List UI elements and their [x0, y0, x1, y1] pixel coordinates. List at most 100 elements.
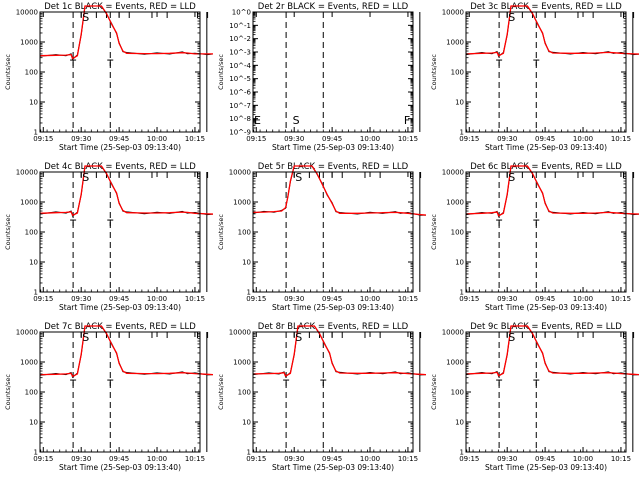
x-tick-label: 10:15: [611, 135, 631, 143]
x-axis-label: Start Time (25-Sep-03 09:13:40): [59, 303, 181, 312]
chart-title: Det 7c BLACK = Events, RED = LLD: [44, 322, 196, 332]
chart-det-7: Det 7c BLACK = Events, RED = LLD 1 10 100 10…: [4, 322, 213, 472]
y-axis-label: Counts/sec: [4, 214, 12, 250]
marker-label: S: [82, 331, 89, 344]
y-tick-label: 10^-1: [229, 22, 251, 30]
x-axis-label: Start Time (25-Sep-03 09:13:40): [59, 463, 181, 472]
y-tick-label: 10^-5: [229, 75, 251, 83]
y-tick-label: 1: [34, 289, 38, 297]
y-tick-label: 10: [242, 419, 251, 427]
series-lld: [465, 165, 639, 217]
marker-label: E: [254, 114, 261, 127]
x-tick-label: 09:30: [284, 455, 304, 463]
y-tick-label: 100: [238, 389, 251, 397]
y-tick-label: 1: [460, 289, 464, 297]
y-tick-label: 10: [455, 99, 464, 107]
y-tick-label: 10000: [16, 9, 38, 17]
panel-det-2: Det 2r BLACK = Events, RED = LLD 10^-9 10^…: [213, 0, 426, 160]
panel-det-6: Det 6c BLACK = Events, RED = LLD 1 10 100 10…: [426, 160, 639, 320]
chart-det-5: Det 5r BLACK = Events, RED = LLD 1 10 100 10…: [217, 162, 426, 312]
x-tick-label: 10:15: [185, 135, 205, 143]
x-tick-label: 09:45: [109, 455, 129, 463]
marker-label: F: [404, 114, 410, 127]
y-axis-label: Counts/sec: [217, 214, 225, 250]
x-tick-label: 09:15: [459, 135, 479, 143]
y-tick-label: 10000: [16, 169, 38, 177]
x-tick-label: 09:15: [246, 455, 266, 463]
y-tick-label: 100: [25, 389, 38, 397]
attenuator-range: [554, 12, 579, 18]
x-tick-label: 10:15: [611, 295, 631, 303]
plot-frame: [465, 11, 627, 133]
y-tick-label: 10^-3: [229, 49, 251, 57]
plot-frame: [252, 331, 414, 453]
x-tick-label: 09:15: [459, 455, 479, 463]
attenuator-range: [341, 332, 366, 338]
chart-det-8: Det 8r BLACK = Events, RED = LLD 1 10 100 10…: [217, 322, 426, 472]
x-tick-label: 10:00: [147, 135, 167, 143]
y-tick-label: 1000: [20, 39, 38, 47]
panel-det-8: Det 8r BLACK = Events, RED = LLD 1 10 100 10…: [213, 320, 426, 480]
x-tick-label: 09:30: [71, 135, 91, 143]
x-tick-label: 10:00: [147, 455, 167, 463]
series-events: [465, 325, 639, 378]
y-tick-label: 1: [34, 129, 38, 137]
series-events: [465, 5, 639, 58]
y-tick-label: 10^0: [232, 9, 251, 17]
panel-det-5: Det 5r BLACK = Events, RED = LLD 1 10 100 10…: [213, 160, 426, 320]
x-tick-label: 10:00: [360, 455, 380, 463]
y-tick-label: 1000: [446, 39, 464, 47]
y-tick-label: 10^-2: [229, 35, 251, 43]
series-lld: [252, 165, 426, 216]
x-tick-label: 09:45: [322, 135, 342, 143]
series-events: [465, 165, 639, 218]
y-tick-label: 100: [25, 69, 38, 77]
series-lld: [465, 5, 639, 57]
y-tick-label: 10000: [229, 169, 251, 177]
x-tick-label: 10:15: [185, 295, 205, 303]
plot-frame: [39, 331, 201, 453]
attenuator-range: [592, 172, 624, 178]
chart-det-2: Det 2r BLACK = Events, RED = LLD 10^-9 10^…: [217, 2, 421, 152]
x-tick-label: 10:00: [573, 455, 593, 463]
attenuator-range: [128, 12, 153, 18]
chart-title: Det 6c BLACK = Events, RED = LLD: [470, 162, 622, 172]
y-tick-label: 1: [460, 129, 464, 137]
attenuator-range: [379, 332, 411, 338]
attenuator-range: [207, 332, 209, 338]
x-axis-label: Start Time (25-Sep-03 09:13:40): [485, 143, 607, 152]
chart-title: Det 4c BLACK = Events, RED = LLD: [44, 162, 196, 172]
y-tick-label: 1000: [20, 359, 38, 367]
y-tick-label: 100: [238, 229, 251, 237]
attenuator-range: [379, 172, 411, 178]
chart-title: Det 9c BLACK = Events, RED = LLD: [470, 322, 622, 332]
y-tick-label: 1: [247, 449, 251, 457]
series-events: [39, 5, 213, 61]
y-axis-label: Counts/sec: [430, 214, 438, 250]
plot-frame: [252, 11, 414, 133]
attenuator-range: [420, 332, 422, 338]
y-tick-label: 1000: [233, 359, 251, 367]
marker-label: S: [82, 11, 89, 24]
y-tick-label: 10: [29, 259, 38, 267]
series-events: [252, 165, 426, 216]
y-tick-label: 10000: [229, 329, 251, 337]
x-tick-label: 10:00: [147, 295, 167, 303]
attenuator-range: [420, 172, 422, 178]
plot-frame: [465, 331, 627, 453]
plot-frame: [39, 171, 201, 293]
x-axis-label: Start Time (25-Sep-03 09:13:40): [272, 303, 394, 312]
x-tick-label: 10:00: [573, 295, 593, 303]
y-tick-label: 1000: [446, 359, 464, 367]
y-tick-label: 10^-6: [229, 89, 251, 97]
y-tick-label: 10^-4: [229, 62, 251, 70]
y-tick-label: 10000: [442, 169, 464, 177]
x-axis-label: Start Time (25-Sep-03 09:13:40): [272, 463, 394, 472]
x-tick-label: 09:30: [71, 455, 91, 463]
attenuator-range: [207, 172, 209, 178]
y-tick-label: 100: [451, 389, 464, 397]
attenuator-range: [128, 172, 153, 178]
x-tick-label: 09:45: [109, 295, 129, 303]
y-tick-label: 10^-8: [229, 115, 251, 123]
x-tick-label: 10:15: [185, 455, 205, 463]
